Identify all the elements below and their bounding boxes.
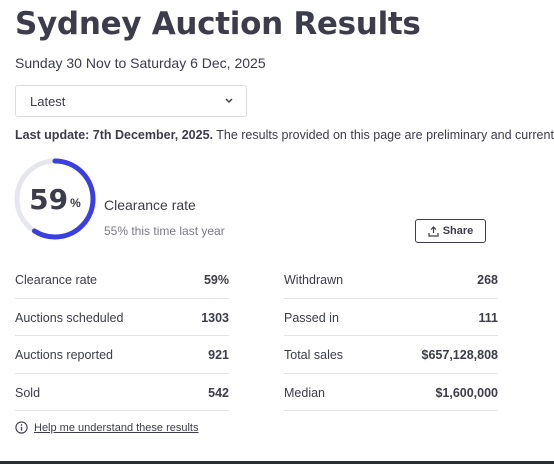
stat-row: Passed in 111 bbox=[284, 299, 498, 336]
stat-label: Total sales bbox=[284, 348, 344, 362]
stat-value: $657,128,808 bbox=[421, 348, 498, 362]
last-update-date: Last update: 7th December, 2025. bbox=[15, 128, 213, 142]
stat-row: Auctions scheduled 1303 bbox=[15, 299, 229, 336]
gauge-number: 59 bbox=[29, 182, 69, 216]
stat-label: Withdrawn bbox=[284, 273, 344, 287]
stats-table-right: Withdrawn 268 Passed in 111 Total sales … bbox=[284, 261, 498, 411]
period-select-value: Latest bbox=[30, 94, 66, 109]
stat-label: Sold bbox=[15, 385, 41, 400]
last-update-notice: Last update: 7th December, 2025. The res… bbox=[15, 128, 554, 142]
clearance-rate-label: Clearance rate bbox=[104, 197, 196, 213]
stat-row: Auctions reported 921 bbox=[15, 336, 229, 374]
gauge-value: 59% bbox=[14, 158, 96, 240]
stat-row: Total sales $657,128,808 bbox=[284, 336, 498, 374]
stat-value: 59% bbox=[203, 273, 229, 287]
stat-row: Clearance rate 59% bbox=[15, 261, 229, 299]
stat-value: 921 bbox=[208, 348, 229, 362]
last-update-disclaimer: The results provided on this page are pr… bbox=[213, 128, 554, 142]
stat-label: Auctions scheduled bbox=[15, 310, 124, 325]
chevron-down-icon bbox=[225, 98, 233, 103]
share-button-label: Share bbox=[442, 225, 474, 237]
stat-label: Median bbox=[284, 385, 325, 400]
stat-label: Clearance rate bbox=[15, 273, 97, 287]
stat-value: 1303 bbox=[201, 310, 229, 325]
period-select[interactable]: Latest bbox=[15, 85, 247, 117]
stat-value: 542 bbox=[208, 385, 229, 400]
stat-value: 268 bbox=[477, 273, 498, 287]
page-title: Sydney Auction Results bbox=[15, 6, 421, 42]
stat-value: 111 bbox=[478, 310, 498, 325]
stat-label: Passed in bbox=[284, 310, 339, 325]
clearance-rate-gauge bbox=[14, 158, 96, 240]
stat-value: $1,600,000 bbox=[435, 385, 498, 400]
stat-label: Auctions reported bbox=[15, 348, 113, 362]
stats-table-left: Clearance rate 59% Auctions scheduled 13… bbox=[15, 261, 229, 411]
help-link-label: Help me understand these results bbox=[34, 421, 199, 434]
help-link[interactable]: Help me understand these results bbox=[15, 421, 198, 434]
date-range: Sunday 30 Nov to Saturday 6 Dec, 2025 bbox=[15, 55, 266, 71]
stat-row: Withdrawn 268 bbox=[284, 261, 498, 299]
stat-row: Median $1,600,000 bbox=[284, 374, 498, 411]
gauge-fill-arc bbox=[14, 158, 96, 240]
gauge-unit: % bbox=[70, 196, 81, 210]
info-icon bbox=[15, 421, 28, 434]
share-button[interactable]: Share bbox=[415, 219, 486, 243]
clearance-rate-comparison: 55% this time last year bbox=[104, 224, 225, 238]
bottom-divider bbox=[0, 461, 554, 464]
stat-row: Sold 542 bbox=[15, 374, 229, 411]
share-icon bbox=[428, 225, 439, 237]
